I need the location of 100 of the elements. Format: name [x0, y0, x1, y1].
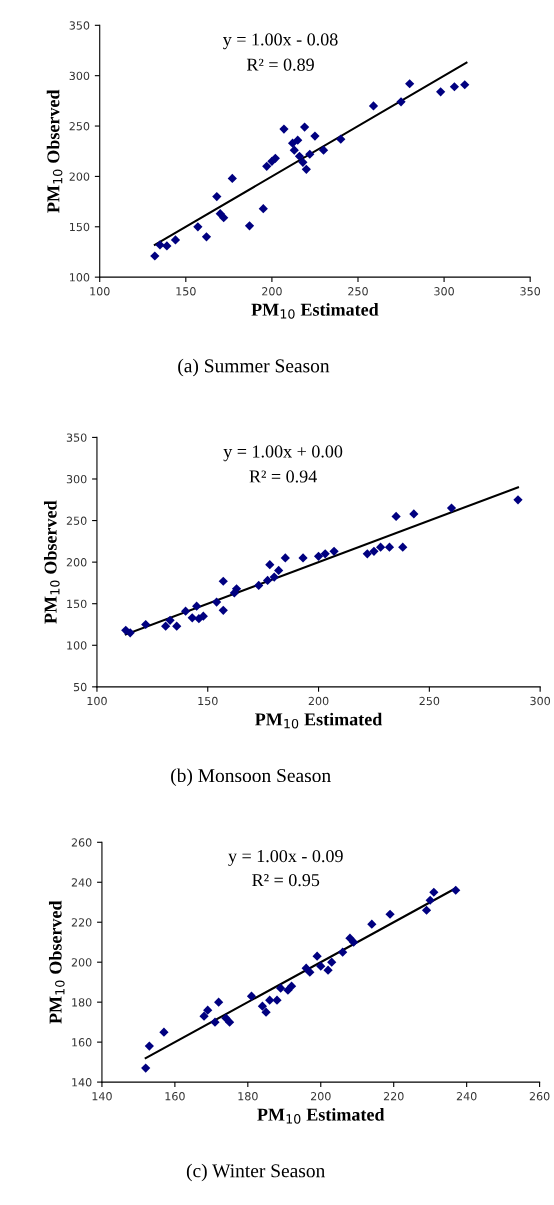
y-tick-label: 160: [72, 1038, 92, 1047]
point: [396, 97, 406, 107]
point: [294, 151, 305, 161]
point: [244, 221, 255, 231]
text: (a) Summer Season: [178, 358, 330, 377]
point: [369, 546, 379, 556]
x-tick-label: 140: [92, 1092, 112, 1101]
point: [298, 157, 308, 167]
x-tick-label: 350: [520, 287, 541, 296]
point: [318, 145, 329, 155]
point: [203, 1005, 213, 1015]
point: [155, 240, 165, 250]
y-tick-label: 150: [67, 599, 87, 609]
y-tick-label: 180: [72, 998, 92, 1007]
point: [141, 619, 151, 630]
point: [141, 1063, 151, 1073]
point: [313, 551, 324, 561]
x-axis-title: PM$_{10}$ Estimated: [257, 1108, 385, 1124]
y-tick-label: 100: [67, 641, 87, 650]
point: [210, 1017, 220, 1027]
point: [218, 576, 228, 586]
point: [161, 621, 171, 631]
x-tick-label: 250: [419, 696, 440, 706]
point: [274, 565, 284, 576]
point: [170, 235, 181, 245]
point: [199, 1011, 209, 1021]
y-tick-label: 140: [72, 1078, 92, 1087]
x-axis-title: PM$_{10}$ Estimated: [251, 303, 379, 319]
point: [219, 213, 229, 223]
point: [367, 919, 377, 929]
point: [301, 164, 311, 174]
y-tick-label: 250: [66, 516, 87, 525]
point: [269, 572, 279, 582]
y-tick-label: 150: [70, 222, 90, 232]
point: [436, 87, 446, 97]
point: [327, 957, 337, 967]
y-tick-label: 240: [71, 878, 92, 887]
annotation: y = 1.00x + 0.00: [223, 445, 343, 462]
point: [212, 597, 222, 607]
x-tick-label: 250: [348, 287, 368, 296]
point: [446, 503, 457, 513]
point: [409, 509, 419, 519]
x-tick-label: 260: [529, 1092, 550, 1101]
point: [257, 1001, 268, 1011]
point: [258, 204, 268, 214]
point: [336, 134, 346, 144]
point: [180, 606, 191, 616]
point: [265, 995, 275, 1005]
point: [348, 937, 359, 947]
point: [293, 135, 303, 145]
y-tick-label: 50: [73, 682, 87, 692]
point: [323, 965, 333, 975]
point: [429, 887, 439, 897]
point: [300, 122, 310, 132]
x-tick-label: 180: [238, 1092, 258, 1101]
point: [368, 101, 379, 111]
point: [218, 605, 228, 615]
text: (b) Monsoon Season: [171, 768, 331, 787]
x-tick-label: 150: [176, 287, 196, 296]
point: [312, 951, 322, 961]
x-tick-label: 240: [456, 1092, 477, 1101]
y-tick-label: 100: [70, 273, 90, 282]
annotation: R² = 0.95: [252, 873, 320, 887]
point: [384, 542, 395, 552]
point: [165, 615, 175, 625]
annotation: R² = 0.94: [249, 470, 317, 483]
point: [201, 232, 212, 242]
point: [162, 241, 172, 251]
point: [227, 173, 237, 184]
point: [451, 885, 461, 895]
y-tick-label: 250: [69, 122, 90, 131]
x-tick-label: 300: [530, 696, 551, 706]
annotation: y = 1.00x - 0.08: [222, 33, 338, 50]
point: [150, 251, 160, 261]
point: [398, 542, 408, 552]
point: [265, 560, 275, 570]
point: [193, 222, 203, 232]
y-axis-title: PM$_{10}$ Observed: [48, 900, 65, 1024]
point: [172, 621, 182, 631]
point: [449, 82, 460, 92]
y-tick-label: 300: [66, 474, 87, 484]
x-tick-label: 150: [198, 696, 218, 706]
point: [316, 961, 326, 971]
point: [513, 495, 523, 505]
point: [224, 1017, 235, 1027]
y-tick-label: 220: [71, 918, 92, 927]
point: [261, 1007, 271, 1017]
y-tick-label: 350: [66, 433, 87, 442]
point: [305, 967, 315, 977]
point: [425, 895, 435, 905]
x-tick-label: 100: [87, 696, 107, 706]
x-tick-label: 200: [262, 287, 282, 296]
point: [212, 191, 222, 202]
x-axis-title: PM$_{10}$ Estimated: [255, 712, 383, 729]
annotation: R² = 0.89: [246, 58, 314, 71]
point: [338, 947, 348, 957]
x-tick-label: 220: [383, 1092, 404, 1101]
annotation: y = 1.00x - 0.09: [228, 849, 343, 866]
y-axis-title: PM$_{10}$ Observed: [43, 500, 60, 624]
point: [375, 542, 386, 552]
